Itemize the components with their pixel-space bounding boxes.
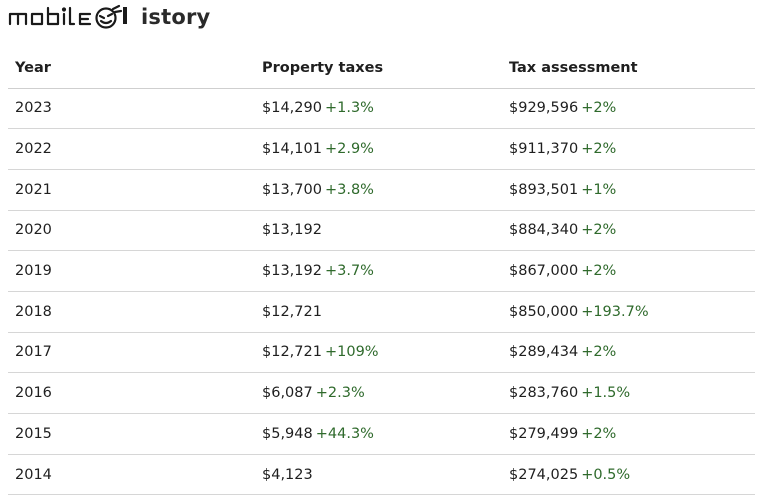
cell-tax-assessment: $850,000 +193.7% [502,291,755,333]
column-header-year: Year [8,48,255,89]
cell-tax-assessment-value: $289,434 [509,344,579,361]
section-header: istory [8,4,210,30]
cell-year: 2016 [8,372,255,414]
cell-property-tax-value: $13,192 [262,263,322,280]
property-tax-change: +2.9% [324,141,374,158]
cell-tax-assessment-value: $867,000 [509,263,579,280]
assessment-change: +2% [581,263,617,280]
cell-property-tax: $14,101 +2.9% [255,128,502,170]
cell-property-tax-value: $14,101 [262,141,322,158]
cell-tax-assessment-value: $929,596 [509,100,579,117]
cell-year: 2018 [8,291,255,333]
cell-property-tax: $13,192 [255,210,502,252]
property-tax-change: +2.3% [315,385,365,402]
cell-tax-assessment-value: $274,025 [509,466,579,483]
assessment-change: +0.5% [581,466,631,483]
cell-property-tax-value: $12,721 [262,344,322,361]
assessment-change: +2% [581,425,617,442]
cell-tax-assessment-value: $850,000 [509,303,579,320]
cell-property-tax: $5,948 +44.3% [255,413,502,455]
cell-tax-assessment-value: $283,760 [509,385,579,402]
assessment-change: +2% [581,344,617,361]
cell-year: 2017 [8,332,255,374]
watermark-logo [8,4,142,30]
table-row: 2019 $13,192 +3.7% $867,000 +2% [8,250,755,292]
cell-year: 2021 [8,169,255,211]
cell-tax-assessment: $893,501 +1% [502,169,755,211]
cell-tax-assessment: $279,499 +2% [502,413,755,455]
assessment-change: +1.5% [581,385,631,402]
cell-year: 2020 [8,210,255,252]
cell-year: 2023 [8,88,255,130]
cell-tax-assessment: $283,760 +1.5% [502,372,755,414]
cell-tax-assessment-value: $279,499 [509,425,579,442]
cell-property-tax-value: $13,192 [262,222,322,239]
cell-year: 2022 [8,128,255,170]
table-row: 2020 $13,192 $884,340 +2% [8,210,755,252]
cell-property-tax: $6,087 +2.3% [255,372,502,414]
table-header-row: Year Property taxes Tax assessment [8,48,755,89]
cell-property-tax-value: $13,700 [262,181,322,198]
cell-property-tax: $13,192 +3.7% [255,250,502,292]
cell-tax-assessment-value: $884,340 [509,222,579,239]
column-header-tax-assessment: Tax assessment [502,48,755,89]
cell-tax-assessment: $911,370 +2% [502,128,755,170]
assessment-change: +193.7% [581,303,649,320]
cell-property-tax: $13,700 +3.8% [255,169,502,211]
page-title: istory [141,5,211,29]
tax-history-table: Year Property taxes Tax assessment 2023 $… [8,48,755,496]
cell-tax-assessment-value: $893,501 [509,181,579,198]
cell-year: 2015 [8,413,255,455]
column-header-property-taxes: Property taxes [255,48,502,89]
assessment-change: +1% [581,181,617,198]
cell-property-tax-value: $6,087 [262,385,313,402]
cell-property-tax: $14,290 +1.3% [255,88,502,130]
table-row: 2015 $5,948 +44.3% $279,499 +2% [8,413,755,455]
cell-property-tax: $4,123 [255,454,502,496]
cell-year: 2019 [8,250,255,292]
cell-tax-assessment: $867,000 +2% [502,250,755,292]
property-tax-change: +3.8% [324,181,374,198]
cell-property-tax: $12,721 +109% [255,332,502,374]
cell-tax-assessment-value: $911,370 [509,141,579,158]
table-row: 2022 $14,101 +2.9% $911,370 +2% [8,128,755,170]
cell-property-tax-value: $5,948 [262,425,313,442]
assessment-change: +2% [581,222,617,239]
cell-tax-assessment: $274,025 +0.5% [502,454,755,496]
assessment-change: +2% [581,141,617,158]
property-tax-change: +3.7% [324,263,374,280]
property-tax-change: +109% [324,344,379,361]
property-tax-change: +44.3% [315,425,374,442]
cell-property-tax: $12,721 [255,291,502,333]
mobile-logo-icon [8,4,127,29]
table-row: 2017 $12,721 +109% $289,434 +2% [8,332,755,374]
table-row: 2018 $12,721 $850,000 +193.7% [8,291,755,333]
assessment-change: +2% [581,100,617,117]
cell-tax-assessment: $289,434 +2% [502,332,755,374]
cell-property-tax-value: $4,123 [262,466,313,483]
cell-year: 2014 [8,454,255,496]
table-row: 2023 $14,290 +1.3% $929,596 +2% [8,88,755,130]
property-tax-change: +1.3% [324,100,374,117]
table-row: 2014 $4,123 $274,025 +0.5% [8,454,755,496]
cell-property-tax-value: $14,290 [262,100,322,117]
cell-tax-assessment: $929,596 +2% [502,88,755,130]
cell-tax-assessment: $884,340 +2% [502,210,755,252]
table-row: 2016 $6,087 +2.3% $283,760 +1.5% [8,372,755,414]
table-row: 2021 $13,700 +3.8% $893,501 +1% [8,169,755,211]
cell-property-tax-value: $12,721 [262,303,322,320]
